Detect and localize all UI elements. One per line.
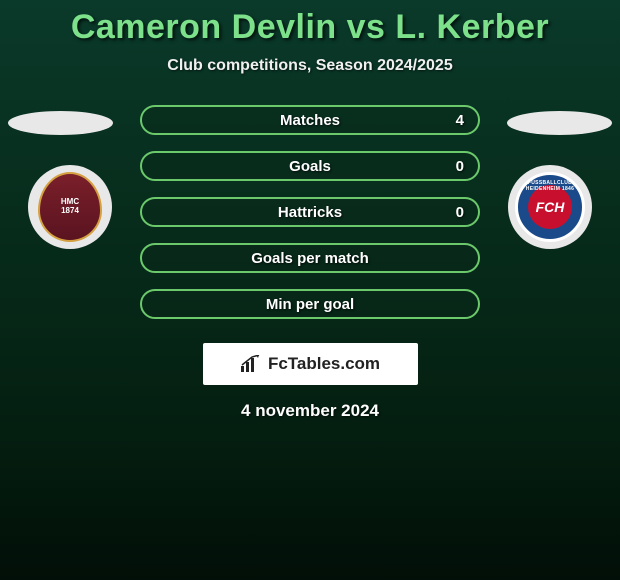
left-player-photo-placeholder bbox=[8, 111, 113, 135]
stat-bar-matches: Matches 4 bbox=[140, 105, 480, 135]
brand-text: FcTables.com bbox=[268, 354, 380, 374]
left-club-badge: HMC 1874 bbox=[28, 165, 112, 249]
page-title: Cameron Devlin vs L. Kerber bbox=[0, 0, 620, 47]
stat-right-value: 4 bbox=[456, 112, 464, 129]
stat-bar-goals: Goals 0 bbox=[140, 151, 480, 181]
stat-rows: Matches 4 Goals 0 Hattricks 0 Goals per … bbox=[140, 105, 480, 335]
brand-box: FcTables.com bbox=[203, 343, 418, 385]
stat-label: Goals per match bbox=[251, 250, 369, 267]
stat-label: Goals bbox=[289, 158, 331, 175]
stat-bar-hattricks: Hattricks 0 bbox=[140, 197, 480, 227]
subtitle: Club competitions, Season 2024/2025 bbox=[0, 57, 620, 75]
bar-chart-icon bbox=[240, 355, 262, 373]
stat-label: Hattricks bbox=[278, 204, 342, 221]
right-club-ring: FUSSBALLCLUB HEIDENHEIM 1846 bbox=[518, 180, 582, 192]
date-text: 4 november 2024 bbox=[0, 401, 620, 421]
stat-right-value: 0 bbox=[456, 204, 464, 221]
hearts-badge-icon: HMC 1874 bbox=[38, 172, 102, 242]
stat-right-value: 0 bbox=[456, 158, 464, 175]
stat-label: Min per goal bbox=[266, 296, 354, 313]
stat-bar-min-per-goal: Min per goal bbox=[140, 289, 480, 319]
left-club-year: 1874 bbox=[61, 207, 79, 216]
right-player-photo-placeholder bbox=[507, 111, 612, 135]
stats-area: HMC 1874 FUSSBALLCLUB HEIDENHEIM 1846 FC… bbox=[0, 105, 620, 325]
right-club-badge: FUSSBALLCLUB HEIDENHEIM 1846 FCH bbox=[508, 165, 592, 249]
stat-label: Matches bbox=[280, 112, 340, 129]
stat-bar-goals-per-match: Goals per match bbox=[140, 243, 480, 273]
heidenheim-badge-icon: FUSSBALLCLUB HEIDENHEIM 1846 FCH bbox=[515, 172, 585, 242]
